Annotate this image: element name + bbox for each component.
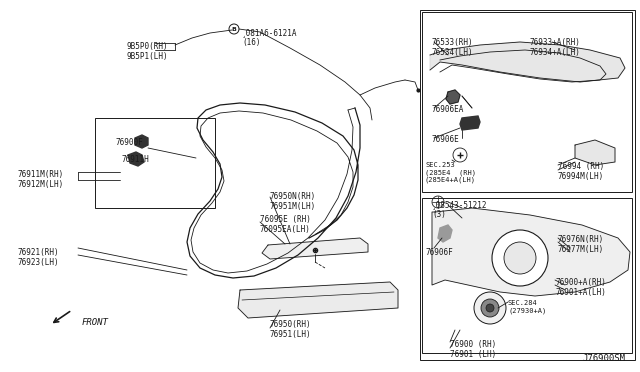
Text: SEC.253
(285E4  (RH)
(285E4+A(LH): SEC.253 (285E4 (RH) (285E4+A(LH) (425, 162, 476, 183)
Text: 76906E: 76906E (432, 135, 460, 144)
Polygon shape (238, 282, 398, 318)
Circle shape (486, 304, 494, 312)
Text: 76994 (RH)
76994M(LH): 76994 (RH) 76994M(LH) (558, 162, 604, 182)
Polygon shape (430, 42, 625, 82)
Text: 76906EA: 76906EA (432, 105, 465, 114)
Text: 76900 (RH)
76901 (LH): 76900 (RH) 76901 (LH) (450, 340, 496, 359)
Text: 76900+A(RH)
76901+A(LH): 76900+A(RH) 76901+A(LH) (555, 278, 606, 297)
Text: 76950N(RH)
76951M(LH): 76950N(RH) 76951M(LH) (270, 192, 316, 211)
Text: 9B5P0(RH)
9B5P1(LH): 9B5P0(RH) 9B5P1(LH) (126, 42, 168, 61)
Bar (420, 10, 635, 360)
Text: ¸081A6-6121A
(16): ¸081A6-6121A (16) (242, 28, 298, 47)
Text: 76976N(RH)
76977M(LH): 76976N(RH) 76977M(LH) (558, 235, 604, 254)
Text: 76095E (RH)
76095EA(LH): 76095E (RH) 76095EA(LH) (260, 215, 311, 234)
Circle shape (492, 230, 548, 286)
Bar (95, 118, 215, 208)
Polygon shape (262, 238, 368, 259)
Polygon shape (432, 208, 630, 296)
Circle shape (504, 242, 536, 274)
Text: J76900SM: J76900SM (582, 354, 625, 363)
Bar (422, 12, 632, 192)
Text: B: B (232, 26, 236, 32)
Polygon shape (128, 152, 144, 166)
Text: SEC.284
(27930+A): SEC.284 (27930+A) (508, 300, 547, 314)
Text: 76933+A(RH)
76934+A(LH): 76933+A(RH) 76934+A(LH) (530, 38, 581, 57)
Text: 76906F: 76906F (425, 248, 452, 257)
Circle shape (481, 299, 499, 317)
Circle shape (474, 292, 506, 324)
Polygon shape (438, 225, 452, 242)
Text: FRONT: FRONT (82, 318, 109, 327)
Text: 76911M(RH)
76912M(LH): 76911M(RH) 76912M(LH) (18, 170, 64, 189)
Text: 76911H: 76911H (122, 155, 150, 164)
Text: 76900F: 76900F (115, 138, 143, 147)
Polygon shape (575, 140, 615, 165)
Polygon shape (460, 116, 480, 130)
Text: 76921(RH)
76923(LH): 76921(RH) 76923(LH) (18, 248, 60, 267)
Polygon shape (135, 135, 148, 148)
Text: 76950(RH)
76951(LH): 76950(RH) 76951(LH) (270, 320, 312, 339)
Polygon shape (446, 90, 460, 104)
Bar (422, 198, 632, 353)
Text: ¸08543-51212
(3): ¸08543-51212 (3) (432, 200, 488, 219)
Text: 76533(RH)
76534(LH): 76533(RH) 76534(LH) (432, 38, 474, 57)
